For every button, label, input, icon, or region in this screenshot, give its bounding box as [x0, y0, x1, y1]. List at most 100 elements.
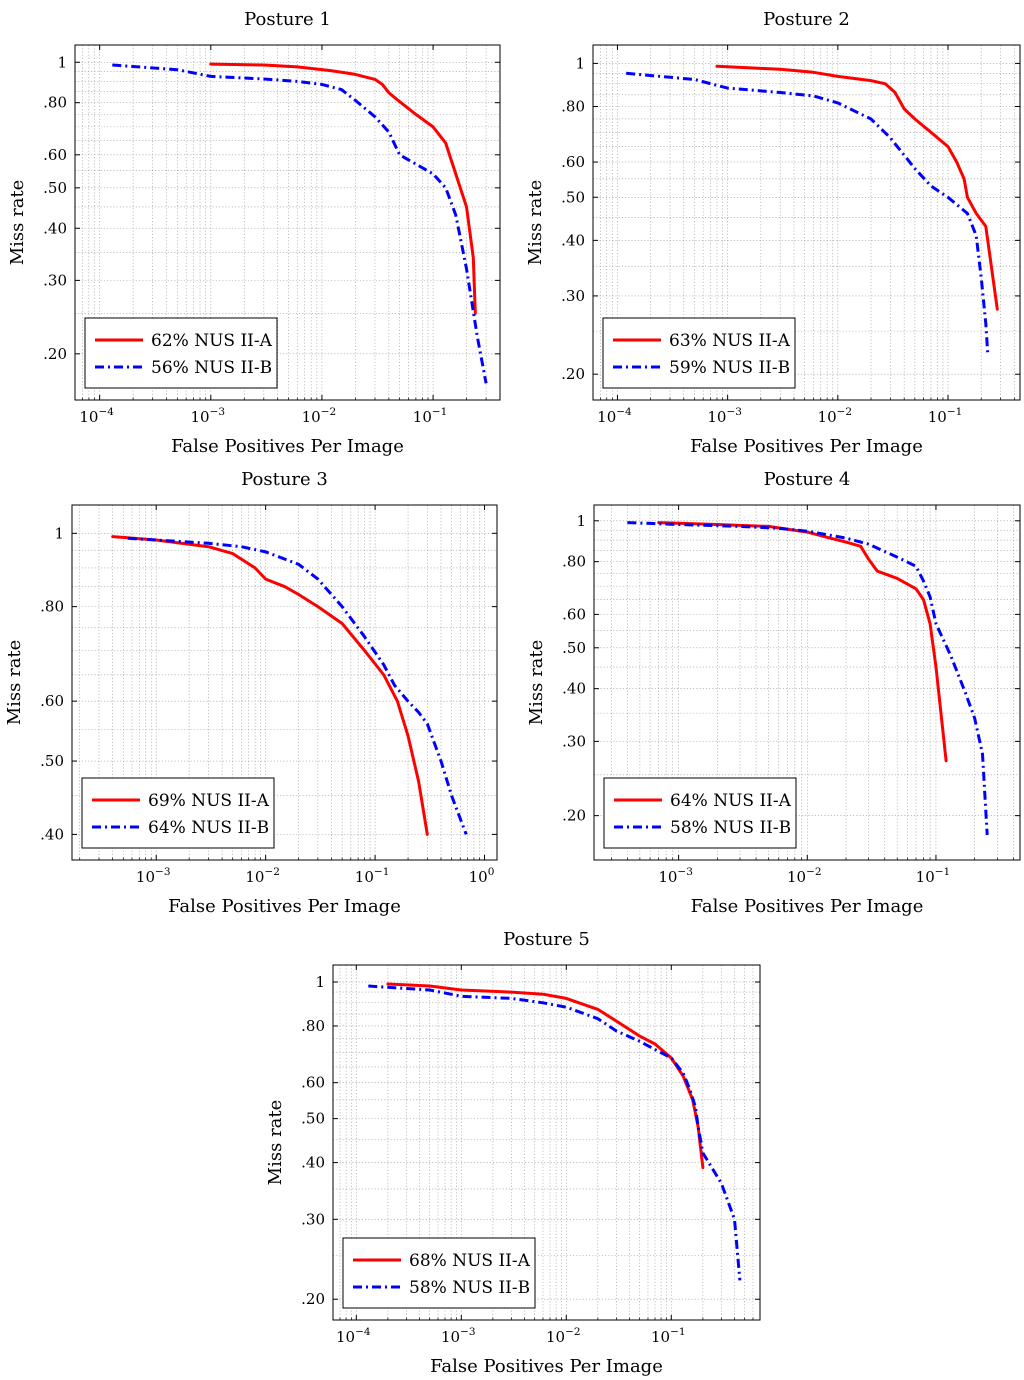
- y-tick-label: .60: [43, 146, 67, 164]
- legend-box: [602, 317, 796, 389]
- series-line-nus-ii-a: [209, 62, 477, 315]
- y-axis-label: Miss rate: [526, 640, 547, 726]
- y-tick-label: .40: [40, 825, 64, 843]
- x-tick-label: 10−1: [928, 406, 963, 426]
- x-tick-label: 10−1: [413, 406, 448, 426]
- y-tick-label: .50: [43, 179, 67, 197]
- y-tick-label: 1: [575, 54, 585, 72]
- series-line-nus-ii-b: [627, 521, 989, 836]
- x-tick-label: 10−3: [707, 406, 742, 426]
- y-tick-label: .30: [561, 287, 585, 305]
- y-axis-label: Miss rate: [7, 180, 28, 266]
- y-tick-label: .30: [562, 732, 586, 750]
- legend-label: 69% NUS II-A: [148, 791, 270, 811]
- y-tick-label: 1: [576, 512, 586, 530]
- x-tick-label: 10−1: [355, 866, 390, 886]
- x-axis-label: False Positives Per Image: [171, 436, 404, 457]
- x-axis-label: False Positives Per Image: [691, 896, 924, 917]
- legend-label: 58% NUS II-B: [409, 1278, 530, 1298]
- x-tick-label: 10−3: [191, 406, 226, 426]
- x-tick-label: 10−2: [787, 866, 822, 886]
- series-line-nus-ii-a: [715, 64, 999, 311]
- legend-label: 59% NUS II-B: [669, 358, 790, 378]
- legend-label: 62% NUS II-A: [151, 331, 273, 351]
- legend-box: [603, 777, 797, 849]
- x-axis-label: False Positives Per Image: [690, 436, 923, 457]
- x-tick-label: 10−1: [651, 1326, 686, 1346]
- x-tick-label: 10−2: [302, 406, 337, 426]
- legend-label: 56% NUS II-B: [151, 358, 272, 378]
- series-line-nus-ii-a: [386, 982, 705, 1170]
- x-tick-label: 10−4: [336, 1326, 371, 1346]
- y-tick-label: 1: [57, 53, 67, 71]
- grid: [332, 965, 760, 1320]
- y-tick-label: .50: [561, 188, 585, 206]
- y-tick-label: .30: [301, 1210, 325, 1228]
- y-tick-label: 1: [54, 524, 64, 542]
- y-tick-label: 1: [315, 973, 325, 991]
- legend-box: [84, 317, 278, 389]
- x-tick-label: 10−4: [597, 406, 632, 426]
- y-tick-label: .60: [562, 605, 586, 623]
- plot-frame: [332, 964, 761, 1321]
- x-axis-label: False Positives Per Image: [168, 896, 401, 917]
- y-axis-label: Miss rate: [525, 180, 546, 266]
- x-tick-label: 10−1: [916, 866, 951, 886]
- y-tick-label: .80: [40, 598, 64, 616]
- plot-frame: [74, 44, 501, 401]
- legend-box: [81, 777, 275, 849]
- series-line-nus-ii-b: [626, 71, 990, 356]
- y-tick-label: .40: [561, 231, 585, 249]
- x-tick-label: 10−2: [818, 406, 853, 426]
- y-tick-label: .30: [43, 271, 67, 289]
- y-tick-label: .60: [561, 153, 585, 171]
- chart-title: Posture 3: [241, 469, 328, 490]
- y-tick-label: .20: [562, 807, 586, 825]
- x-tick-label: 10−3: [441, 1326, 476, 1346]
- y-tick-label: .50: [40, 752, 64, 770]
- legend-label: 58% NUS II-B: [670, 818, 791, 838]
- x-tick-label: 10−3: [658, 866, 693, 886]
- plot-frame: [71, 504, 498, 861]
- y-tick-label: .80: [301, 1017, 325, 1035]
- legend-label: 68% NUS II-A: [409, 1251, 531, 1271]
- y-tick-label: .80: [43, 94, 67, 112]
- x-tick-label: 10−4: [79, 406, 114, 426]
- x-axis-label: False Positives Per Image: [430, 1356, 663, 1377]
- legend-label: 64% NUS II-B: [148, 818, 269, 838]
- y-tick-label: .50: [301, 1110, 325, 1128]
- y-tick-label: .20: [301, 1290, 325, 1308]
- plot-frame: [592, 44, 1021, 401]
- x-tick-label: 10−3: [136, 866, 171, 886]
- y-tick-label: .20: [43, 345, 67, 363]
- y-tick-label: .60: [40, 692, 64, 710]
- grid: [74, 45, 501, 400]
- y-tick-label: .50: [562, 639, 586, 657]
- series-line-nus-ii-a: [111, 535, 429, 836]
- y-tick-label: .40: [301, 1154, 325, 1172]
- chart-title: Posture 5: [503, 929, 590, 950]
- y-axis-label: Miss rate: [4, 640, 25, 726]
- grid: [592, 45, 1020, 400]
- x-tick-label: 10−2: [546, 1326, 581, 1346]
- chart-title: Posture 1: [244, 9, 331, 30]
- y-tick-label: .80: [561, 97, 585, 115]
- legend-label: 64% NUS II-A: [670, 791, 792, 811]
- x-tick-label: 100: [469, 866, 495, 886]
- y-axis-label: Miss rate: [265, 1100, 286, 1186]
- x-tick-label: 10−2: [245, 866, 280, 886]
- legend-label: 63% NUS II-A: [669, 331, 791, 351]
- y-tick-label: .20: [561, 365, 585, 383]
- chart-title: Posture 2: [763, 9, 850, 30]
- y-tick-label: .80: [562, 553, 586, 571]
- series-line-nus-ii-b: [368, 984, 742, 1281]
- y-tick-label: .60: [301, 1074, 325, 1092]
- legend-box: [342, 1237, 536, 1309]
- y-tick-label: .40: [43, 219, 67, 237]
- series-line-nus-ii-b: [127, 536, 468, 835]
